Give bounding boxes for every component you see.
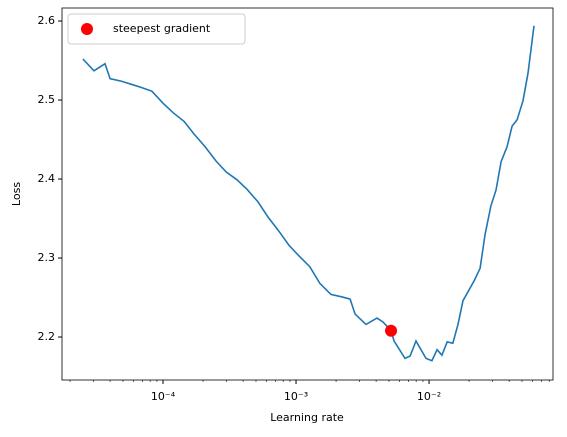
x-tick-label: 10⁻⁴ bbox=[151, 390, 176, 403]
legend-label: steepest gradient bbox=[113, 22, 211, 35]
y-tick-label: 2.4 bbox=[38, 172, 56, 185]
marker-point bbox=[385, 324, 398, 337]
loss-line bbox=[82, 25, 535, 362]
y-tick-label: 2.3 bbox=[38, 251, 56, 264]
x-tick-label: 10⁻² bbox=[417, 390, 441, 403]
y-tick-label: 2.5 bbox=[38, 93, 56, 106]
x-axis-label: Learning rate bbox=[270, 411, 344, 424]
y-tick-label: 2.6 bbox=[38, 14, 56, 27]
y-axis-label: Loss bbox=[10, 182, 23, 206]
x-tick-label: 10⁻³ bbox=[284, 390, 308, 403]
axes-frame bbox=[61, 7, 554, 381]
y-tick-label: 2.2 bbox=[38, 330, 56, 343]
legend-marker bbox=[81, 23, 93, 35]
legend-box bbox=[67, 13, 246, 45]
